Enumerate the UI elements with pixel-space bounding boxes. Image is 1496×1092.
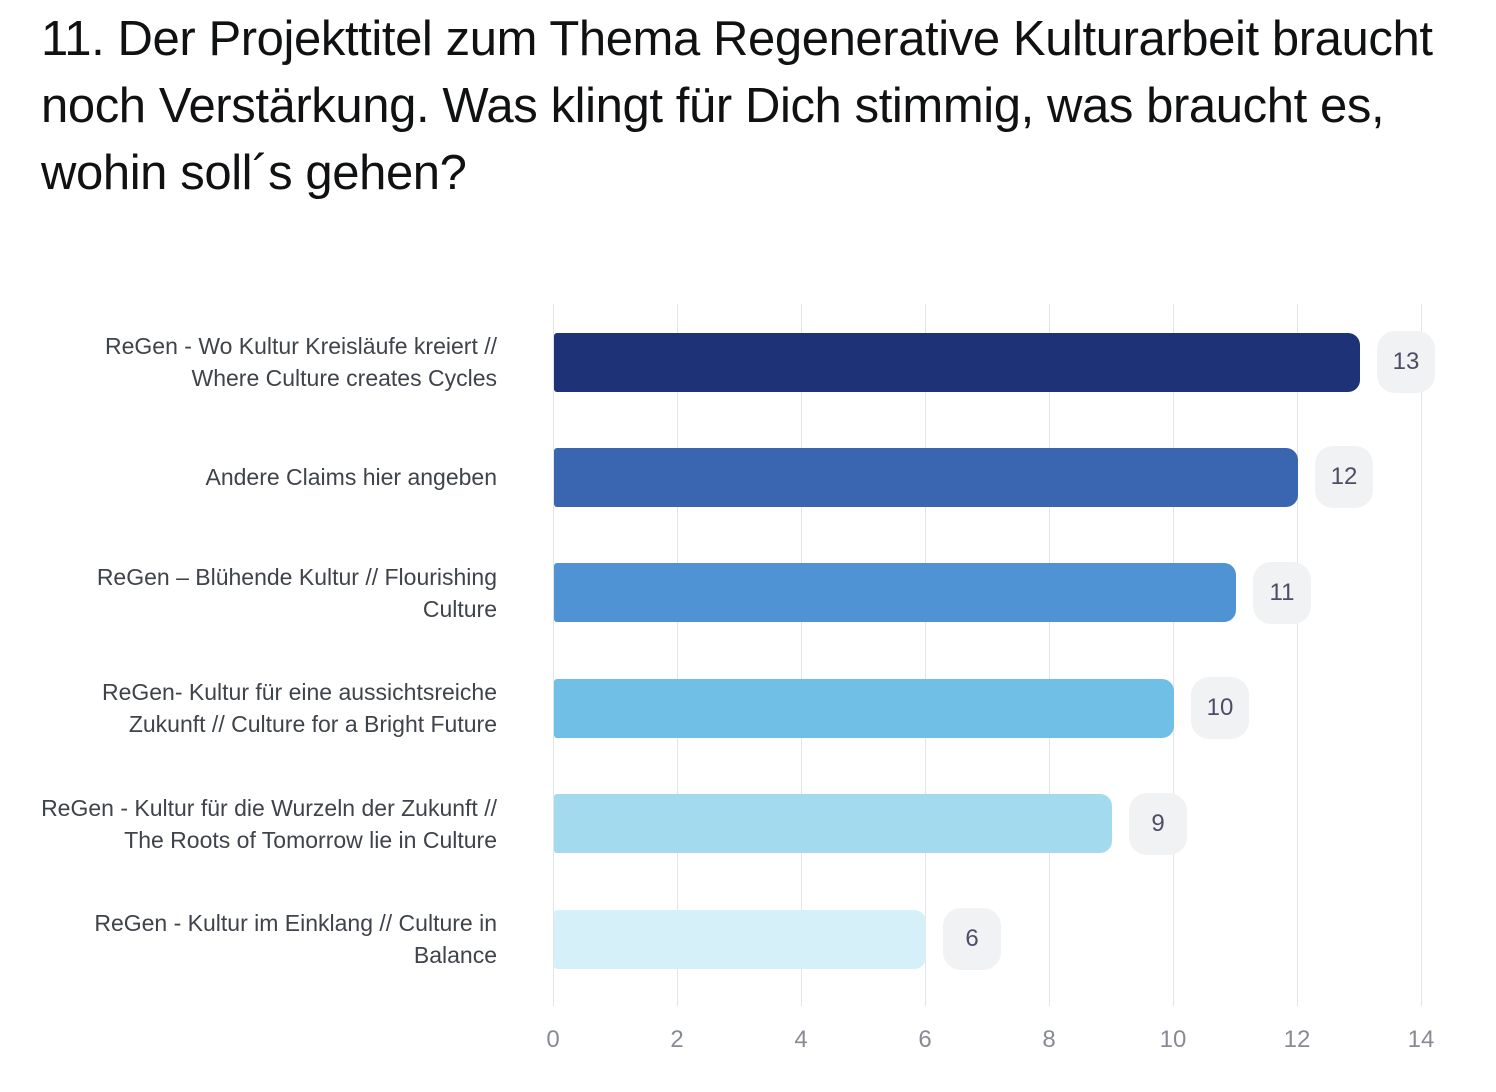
x-tick-label: 4: [794, 1026, 808, 1053]
value-badge: 12: [1315, 446, 1373, 509]
gridline: [1421, 304, 1422, 1006]
x-tick-label: 14: [1407, 1026, 1435, 1053]
gridline: [925, 304, 926, 1006]
x-tick-label: 12: [1283, 1026, 1311, 1053]
category-label: ReGen - Wo Kultur Kreisläufe kreiert // …: [105, 333, 497, 391]
category-label: ReGen – Blühende Kultur // Flourishing C…: [96, 563, 497, 622]
page-title: 11. Der Projekttitel zum Thema Regenerat…: [41, 12, 1433, 200]
value-badge: 9: [1129, 792, 1187, 855]
category-label: ReGen - Kultur im Einklang // Culture in…: [94, 910, 497, 968]
x-tick-label: 0: [546, 1026, 560, 1053]
x-tick-label: 6: [918, 1026, 932, 1053]
x-tick-label: 8: [1042, 1026, 1056, 1053]
bar: [554, 447, 1298, 507]
x-tick-label: 10: [1159, 1026, 1187, 1053]
value-badge: 11: [1253, 561, 1311, 624]
category-label: ReGen - Kultur für die Wurzeln der Zukun…: [41, 794, 497, 853]
gridline: [1173, 304, 1174, 1006]
bar: [554, 332, 1360, 392]
bar: [554, 678, 1174, 738]
category-label: Andere Claims hier angeben: [205, 464, 497, 491]
value-badge: 10: [1191, 677, 1249, 740]
gridline: [1049, 304, 1050, 1006]
value-badge: 13: [1377, 331, 1435, 393]
bar: [554, 794, 1112, 854]
category-label: ReGen- Kultur für eine aussichtsreiche Z…: [101, 679, 497, 738]
gridline: [553, 304, 554, 1006]
gridline: [677, 304, 678, 1006]
gridline: [1297, 304, 1298, 1006]
bar: [554, 563, 1236, 623]
bar: [554, 909, 926, 969]
bar-chart-plot-area: 0 2 4 6 8 10 12 14 ReGen - Wo Kultur Kreisläufe …: [41, 304, 1435, 1053]
gridline: [801, 304, 802, 1006]
value-badge: 6: [943, 908, 1001, 970]
x-tick-label: 2: [670, 1026, 684, 1053]
